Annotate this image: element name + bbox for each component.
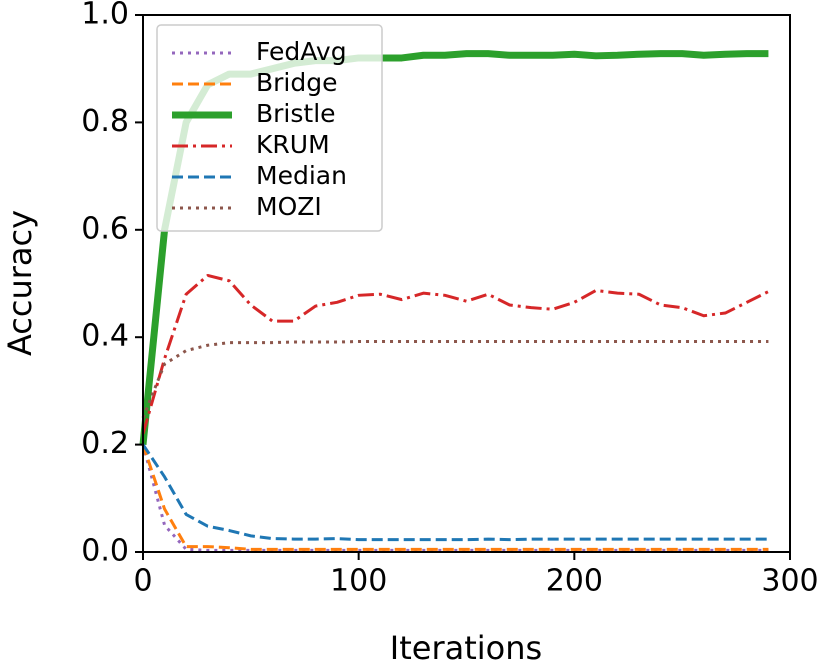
legend-label: Median <box>256 161 347 190</box>
legend-box <box>156 24 383 232</box>
legend-label: KRUM <box>256 130 330 159</box>
y-tick-label: 0.8 <box>81 104 129 139</box>
legend-label: FedAvg <box>256 37 347 66</box>
y-tick-label: 0.0 <box>81 534 129 569</box>
series-line <box>141 443 769 542</box>
y-axis-label: Accuracy <box>1 210 39 356</box>
series-line <box>141 339 769 419</box>
legend-label: Bridge <box>256 68 338 97</box>
y-tick-label: 0.2 <box>81 426 129 461</box>
y-tick-label: 1.0 <box>81 0 129 32</box>
x-tick-label: 200 <box>546 564 603 599</box>
y-tick-label: 0.6 <box>81 211 129 246</box>
legend-label: Bristle <box>256 99 336 128</box>
x-axis-label: Iterations <box>390 629 542 667</box>
x-tick-label: 100 <box>330 564 387 599</box>
x-tick-label: 300 <box>761 564 818 599</box>
x-tick-label: 0 <box>133 564 152 599</box>
y-tick-label: 0.4 <box>81 319 129 354</box>
legend-label: MOZI <box>256 192 322 221</box>
series-line <box>141 273 770 435</box>
series-line <box>141 444 769 552</box>
plot-frame <box>142 14 791 553</box>
